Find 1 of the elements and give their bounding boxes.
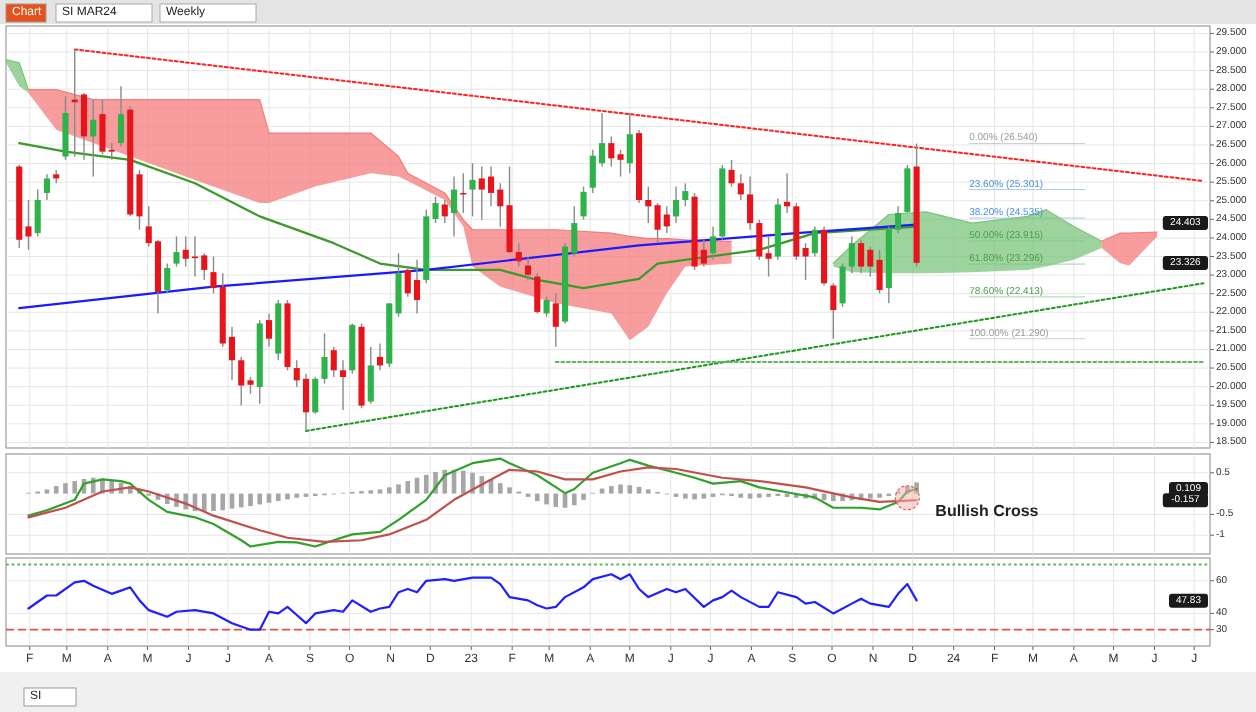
annotation: Bullish Cross — [935, 501, 1040, 520]
